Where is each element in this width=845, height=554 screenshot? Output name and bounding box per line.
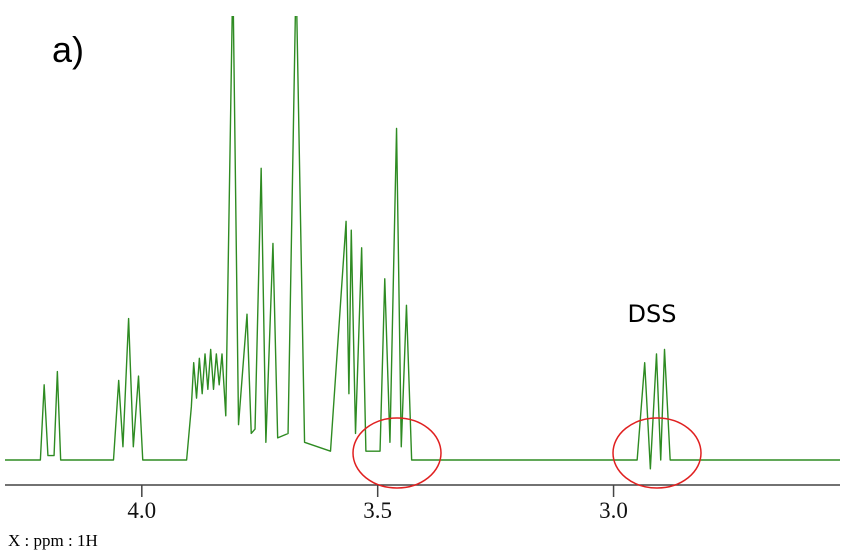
spectrum-line (5, 16, 840, 470)
highlight-ellipse (612, 417, 702, 489)
x-tick-label: 3.5 (363, 498, 392, 523)
x-tick-label: 3.0 (599, 498, 628, 523)
annotation: DSS (628, 300, 677, 328)
x-tick-label: 4.0 (127, 498, 156, 523)
panel-label: a) (52, 29, 84, 70)
plot-area (5, 16, 840, 470)
highlight-ellipse (352, 417, 442, 489)
x-axis-label: X : ppm : 1H (8, 531, 98, 550)
